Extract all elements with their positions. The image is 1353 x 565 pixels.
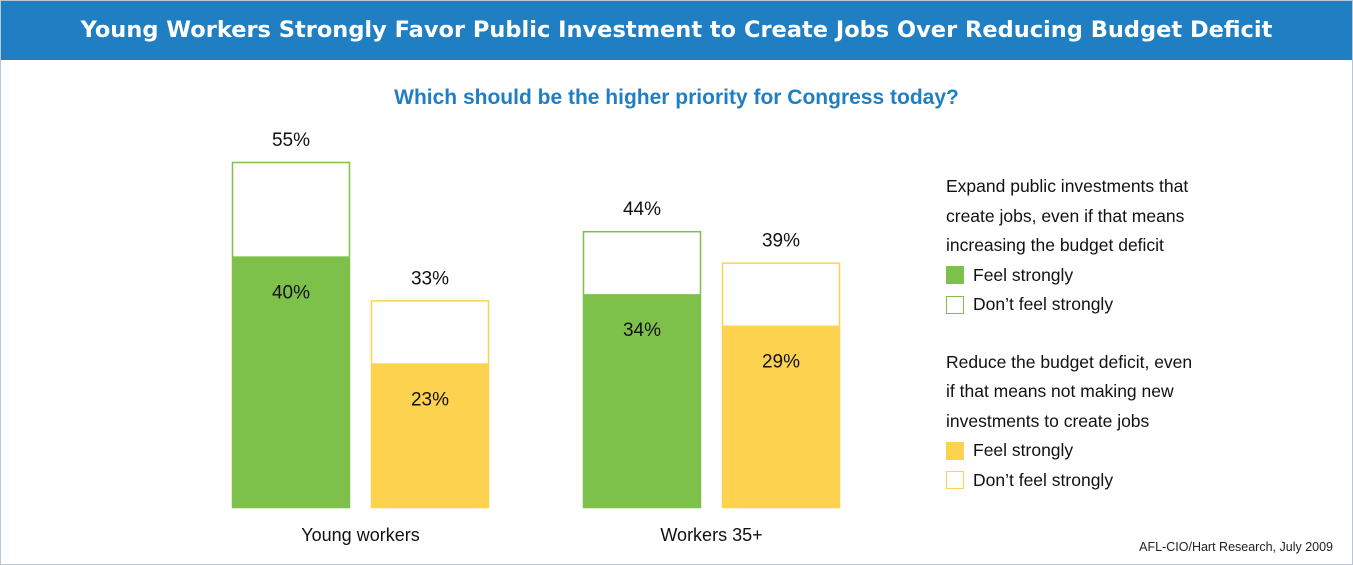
chart-subtitle: Which should be the higher priority for … <box>394 86 959 109</box>
legend-heading-reduce: Reduce the budget deficit, even if that … <box>946 348 1276 437</box>
data-label-total: 33% <box>411 268 449 289</box>
legend-heading-line: investments to create jobs <box>946 410 1150 431</box>
legend-swatch-green-filled <box>946 266 964 285</box>
data-label-strong: 40% <box>272 282 310 303</box>
legend-heading-expand: Expand public investments that create jo… <box>946 172 1276 261</box>
legend-item-expand-not-strong: Don’t feel strongly <box>946 290 1276 320</box>
legend-item-reduce-strong: Feel strongly <box>946 436 1276 466</box>
data-label-total: 44% <box>623 199 661 220</box>
bar-strong-reduce-0 <box>371 363 489 508</box>
bar-strong-expand-0 <box>232 256 350 508</box>
legend-swatch-green-outline <box>946 295 964 314</box>
legend-heading-line: Expand public investments that <box>946 176 1189 196</box>
data-label-strong: 34% <box>623 320 661 341</box>
data-label-total: 55% <box>272 130 310 151</box>
category-label: Workers 35+ <box>660 525 762 545</box>
source-note: AFL-CIO/Hart Research, July 2009 <box>1139 540 1333 554</box>
legend-heading-line: Reduce the budget deficit, even <box>946 351 1193 372</box>
legend-item-expand-strong: Feel strongly <box>946 261 1276 291</box>
legend-heading-line: if that means not making new <box>946 381 1174 401</box>
legend-swatch-yellow-filled <box>946 441 964 460</box>
legend-heading-line: create jobs, even if that means <box>946 205 1185 226</box>
legend-label: Feel strongly <box>973 440 1074 461</box>
legend-label: Feel strongly <box>973 264 1074 285</box>
bar-strong-expand-1 <box>583 294 701 508</box>
legend-label: Don’t feel strongly <box>973 469 1114 490</box>
data-label-strong: 23% <box>411 389 449 410</box>
data-label-total: 39% <box>762 231 800 252</box>
legend-swatch-yellow-outline <box>946 471 964 490</box>
category-label: Young workers <box>301 525 419 545</box>
bar-strong-reduce-1 <box>722 325 840 508</box>
data-label-strong: 29% <box>762 352 800 373</box>
legend-label: Don’t feel strongly <box>973 294 1114 315</box>
legend-item-reduce-not-strong: Don’t feel strongly <box>946 466 1276 496</box>
chart-title: Young Workers Strongly Favor Public Inve… <box>1 1 1352 60</box>
legend: Expand public investments that create jo… <box>946 172 1276 523</box>
legend-group-expand: Expand public investments that create jo… <box>946 172 1276 320</box>
legend-group-reduce: Reduce the budget deficit, even if that … <box>946 348 1276 496</box>
legend-heading-line: increasing the budget deficit <box>946 235 1164 255</box>
